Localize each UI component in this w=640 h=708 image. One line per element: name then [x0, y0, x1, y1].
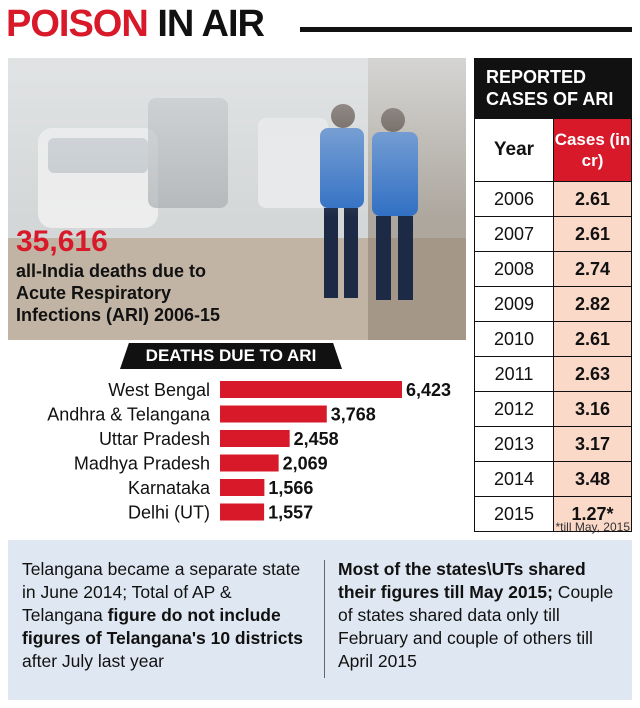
bar-mark — [220, 430, 290, 447]
title-in-air: IN AIR — [157, 3, 265, 45]
table-footnote: *till May, 2015 — [555, 520, 630, 534]
photo-illustration — [8, 58, 466, 340]
death-total: 35,616 — [16, 225, 108, 258]
bar-value-label: 1,566 — [268, 478, 313, 498]
year-cell: 2011 — [474, 356, 554, 392]
bar-category-label: Andhra & Telangana — [47, 405, 211, 425]
year-cell: 2006 — [474, 181, 554, 217]
year-header: Year — [474, 118, 554, 182]
cases-cell: 3.16 — [553, 391, 632, 427]
cases-cell: 2.82 — [553, 286, 632, 322]
table-row: 2007 2.61 — [474, 216, 632, 252]
bar-value-label: 2,069 — [283, 454, 328, 474]
cases-table: Year Cases (in cr) 2006 2.61 2007 2.61 200… — [474, 118, 632, 532]
table-row: 2010 2.61 — [474, 321, 632, 357]
year-cell: 2010 — [474, 321, 554, 357]
title-poison: POISON — [6, 3, 149, 45]
table-row: 2013 3.17 — [474, 426, 632, 462]
note-telangana: Telangana became a separate state in Jun… — [22, 558, 314, 673]
bar-value-label: 1,557 — [268, 503, 313, 523]
bar-value-label: 2,458 — [294, 429, 339, 449]
note-right-text1: Couple of states shared data only till F… — [338, 582, 614, 671]
cases-header: Cases (in cr) — [553, 118, 632, 182]
bar-category-label: Madhya Pradesh — [74, 454, 210, 474]
note-data-coverage: Most of the states\UTs shared their figu… — [338, 558, 628, 673]
bar-mark — [220, 454, 279, 472]
cases-cell: 3.17 — [553, 426, 632, 462]
note-right-bold: Most of the states\UTs shared their figu… — [338, 559, 586, 602]
year-cell: 2009 — [474, 286, 554, 322]
year-cell: 2008 — [474, 251, 554, 287]
notes-divider — [324, 560, 325, 678]
note-left-text1: Telangana became a separate state in Jun… — [22, 559, 301, 625]
year-cell: 2014 — [474, 461, 554, 497]
bar-category-label: West Bengal — [108, 380, 210, 400]
bar-value-label: 6,423 — [406, 380, 451, 400]
cases-cell: 2.61 — [553, 321, 632, 357]
bar-mark — [220, 405, 327, 423]
death-description: all-India deaths due to Acute Respirator… — [16, 261, 221, 325]
title-rule — [300, 27, 632, 32]
infographic-title: POISON IN AIR — [6, 2, 265, 46]
bar-mark — [220, 381, 402, 398]
headline-stat: 35,616 all-India deaths due to Acute Res… — [16, 226, 256, 326]
year-cell: 2007 — [474, 216, 554, 252]
table-row: 2012 3.16 — [474, 391, 632, 427]
bar-mark — [220, 503, 265, 521]
table-row: 2009 2.82 — [474, 286, 632, 322]
cases-cell: 1.27* — [553, 496, 632, 532]
bar-value-label: 3,768 — [331, 405, 376, 425]
bar-category-label: Karnataka — [128, 478, 211, 498]
cases-cell: 2.61 — [553, 216, 632, 252]
table-row: 2011 2.63 — [474, 356, 632, 392]
table-row: 2006 2.61 — [474, 181, 632, 217]
year-cell: 2015 — [474, 496, 554, 532]
notes-box: Telangana became a separate state in Jun… — [8, 540, 632, 700]
note-left-text2: after July last year — [22, 651, 164, 671]
table-row: 2015 1.27* — [474, 496, 632, 532]
table-title: REPORTED CASES OF ARI — [486, 67, 614, 109]
bar-category-label: Uttar Pradesh — [99, 429, 210, 449]
cases-cell: 2.63 — [553, 356, 632, 392]
table-row: 2008 2.74 — [474, 251, 632, 287]
street-haze-photo — [8, 58, 466, 340]
table-row: 2014 3.48 — [474, 461, 632, 497]
cases-cell: 2.74 — [553, 251, 632, 287]
note-left-bold: figure do not include figures of Telanga… — [22, 605, 303, 648]
year-cell: 2013 — [474, 426, 554, 462]
bar-category-label: Delhi (UT) — [128, 503, 210, 523]
chart-title: DEATHS DUE TO ARI — [120, 343, 342, 369]
year-cell: 2012 — [474, 391, 554, 427]
deaths-bar-chart: West Bengal 6,423 Andhra & Telangana 3,768 U… — [47, 380, 451, 523]
bar-mark — [220, 479, 265, 496]
cases-cell: 3.48 — [553, 461, 632, 497]
cases-cell: 2.61 — [553, 181, 632, 217]
